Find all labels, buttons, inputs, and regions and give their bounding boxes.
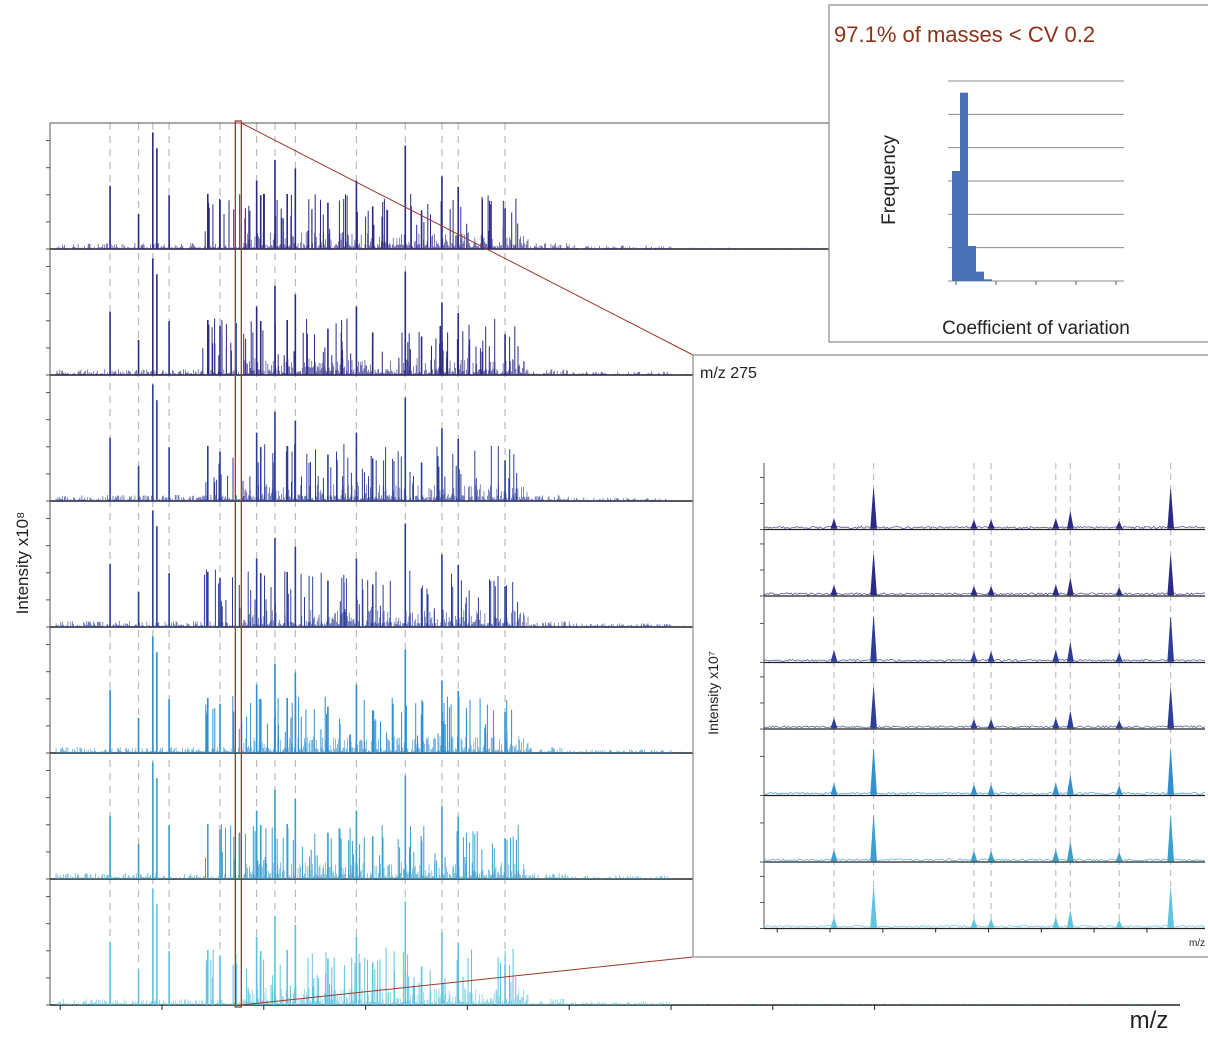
spectrum-row-qc7 bbox=[46, 879, 1180, 1006]
zoom-peak bbox=[1115, 785, 1123, 795]
zoom-row-qc5 bbox=[760, 729, 1206, 797]
zoom-peak bbox=[970, 651, 978, 662]
zoom-peak bbox=[970, 519, 978, 529]
zoom-peak bbox=[870, 749, 877, 795]
zoom-peak bbox=[1052, 649, 1060, 662]
zoom-peak bbox=[870, 815, 877, 862]
zoom-peak bbox=[987, 585, 995, 596]
zoom-peak bbox=[1066, 578, 1074, 596]
main-x-axis-label: m/z bbox=[1130, 1007, 1169, 1033]
cv-histogram-bar bbox=[968, 246, 976, 281]
zoom-peak bbox=[1066, 643, 1074, 662]
zoom-peak bbox=[1115, 852, 1123, 862]
cv-histogram-bar bbox=[960, 92, 968, 282]
zoom-peak bbox=[970, 850, 978, 862]
zoom-peak bbox=[1066, 842, 1074, 862]
zoom-peak bbox=[870, 687, 877, 729]
zoom-peak bbox=[1052, 717, 1060, 729]
cv-histogram-bar bbox=[976, 271, 984, 281]
zoom-peak bbox=[1066, 711, 1074, 729]
zoom-inset-title: m/z 275 bbox=[700, 365, 757, 382]
zoom-peak bbox=[970, 784, 978, 795]
cv-histogram-inset: 97.1% of masses < CV 0.2 Frequency Coeff… bbox=[828, 4, 1208, 343]
zoom-row-qc1 bbox=[760, 463, 1206, 531]
zoom-inset-frame bbox=[692, 354, 1208, 958]
zoom-peak bbox=[1115, 587, 1123, 596]
zoom-peak bbox=[1115, 720, 1123, 729]
zoom-peak bbox=[987, 519, 995, 529]
row-medium-peaks bbox=[202, 318, 519, 375]
row-medium-peaks bbox=[205, 947, 517, 1005]
zoom-peak bbox=[1066, 911, 1074, 928]
main-spectra-panel: Intensity x10⁸ m/z bbox=[13, 120, 1180, 1034]
zoom-peak bbox=[987, 918, 995, 928]
zoom-peak bbox=[1052, 917, 1060, 928]
zoom-row-qc3 bbox=[760, 596, 1206, 664]
zoom-peak bbox=[870, 555, 877, 596]
zoom-peak bbox=[1052, 518, 1060, 529]
zoom-peak bbox=[1115, 919, 1123, 928]
zoom-peak bbox=[1066, 512, 1074, 529]
zoom-peak bbox=[970, 719, 978, 729]
row-medium-peaks bbox=[204, 193, 519, 249]
cv-x-axis-label: Coefficient of variation bbox=[942, 318, 1130, 339]
zoom-peak bbox=[1052, 849, 1060, 862]
mz-275-highlight-band bbox=[234, 120, 242, 1008]
zoom-row-qc2 bbox=[760, 529, 1206, 597]
main-y-axis-label: Intensity x10⁸ bbox=[13, 512, 32, 615]
zoom-peak bbox=[830, 584, 838, 596]
zoom-peak bbox=[830, 518, 838, 529]
cv-histogram-bar bbox=[984, 279, 992, 281]
cv-y-axis-label: Frequency bbox=[879, 135, 900, 225]
highlight-band-rect bbox=[234, 120, 242, 1008]
zoom-connector-lines bbox=[241, 122, 694, 1006]
zoom-peak bbox=[1052, 584, 1060, 596]
zoom-peak bbox=[1167, 617, 1174, 662]
zoom-peak bbox=[870, 887, 877, 928]
zoom-peak bbox=[1066, 776, 1074, 795]
zoom-peak bbox=[1115, 520, 1123, 529]
zoom-peak bbox=[1167, 688, 1174, 729]
zoom-peak bbox=[830, 782, 838, 795]
zoom-connector-lower bbox=[241, 956, 694, 1006]
main-x-axis bbox=[59, 1005, 876, 1010]
zoom-peak bbox=[1167, 555, 1174, 596]
zoom-peak bbox=[830, 717, 838, 729]
cv-histogram-plot bbox=[948, 80, 1124, 285]
zoom-peak bbox=[970, 918, 978, 928]
zoom-peak bbox=[987, 718, 995, 729]
zoom-peak bbox=[830, 649, 838, 662]
zoom-x-axis bbox=[776, 928, 1148, 933]
zoom-peak bbox=[830, 917, 838, 928]
zoom-inset-mz-275: m/z 275 Intensity x10⁷ m/z bbox=[692, 354, 1208, 958]
zoom-peak bbox=[830, 849, 838, 862]
zoom-peak bbox=[1115, 652, 1123, 662]
zoom-peak bbox=[1167, 489, 1174, 529]
cv-inset-title: 97.1% of masses < CV 0.2 bbox=[834, 22, 1095, 47]
zoom-row-qc4 bbox=[760, 662, 1206, 730]
zoom-peak bbox=[1167, 888, 1174, 928]
zoom-peak bbox=[987, 651, 995, 662]
zoom-connector-upper bbox=[241, 122, 694, 356]
zoom-peak bbox=[987, 784, 995, 795]
zoom-spectrum-rows bbox=[760, 463, 1206, 930]
zoom-peak bbox=[870, 616, 877, 662]
spectrum-row-qc6 bbox=[46, 753, 1180, 880]
zoom-row-qc6 bbox=[760, 795, 1206, 863]
zoom-y-axis-label: Intensity x10⁷ bbox=[705, 651, 721, 735]
cv-histogram-bar bbox=[952, 171, 960, 281]
zoom-peak bbox=[1167, 816, 1174, 862]
zoom-peak bbox=[1052, 782, 1060, 795]
zoom-peak bbox=[987, 850, 995, 862]
zoom-peak bbox=[970, 586, 978, 596]
zoom-row-qc7 bbox=[760, 862, 1206, 930]
spectrum-row-qc4 bbox=[46, 501, 1180, 628]
zoom-peak bbox=[1167, 750, 1174, 795]
zoom-x-axis-label: m/z bbox=[1189, 938, 1205, 949]
zoom-peak bbox=[870, 488, 877, 529]
cv-inset-frame bbox=[828, 4, 1208, 343]
